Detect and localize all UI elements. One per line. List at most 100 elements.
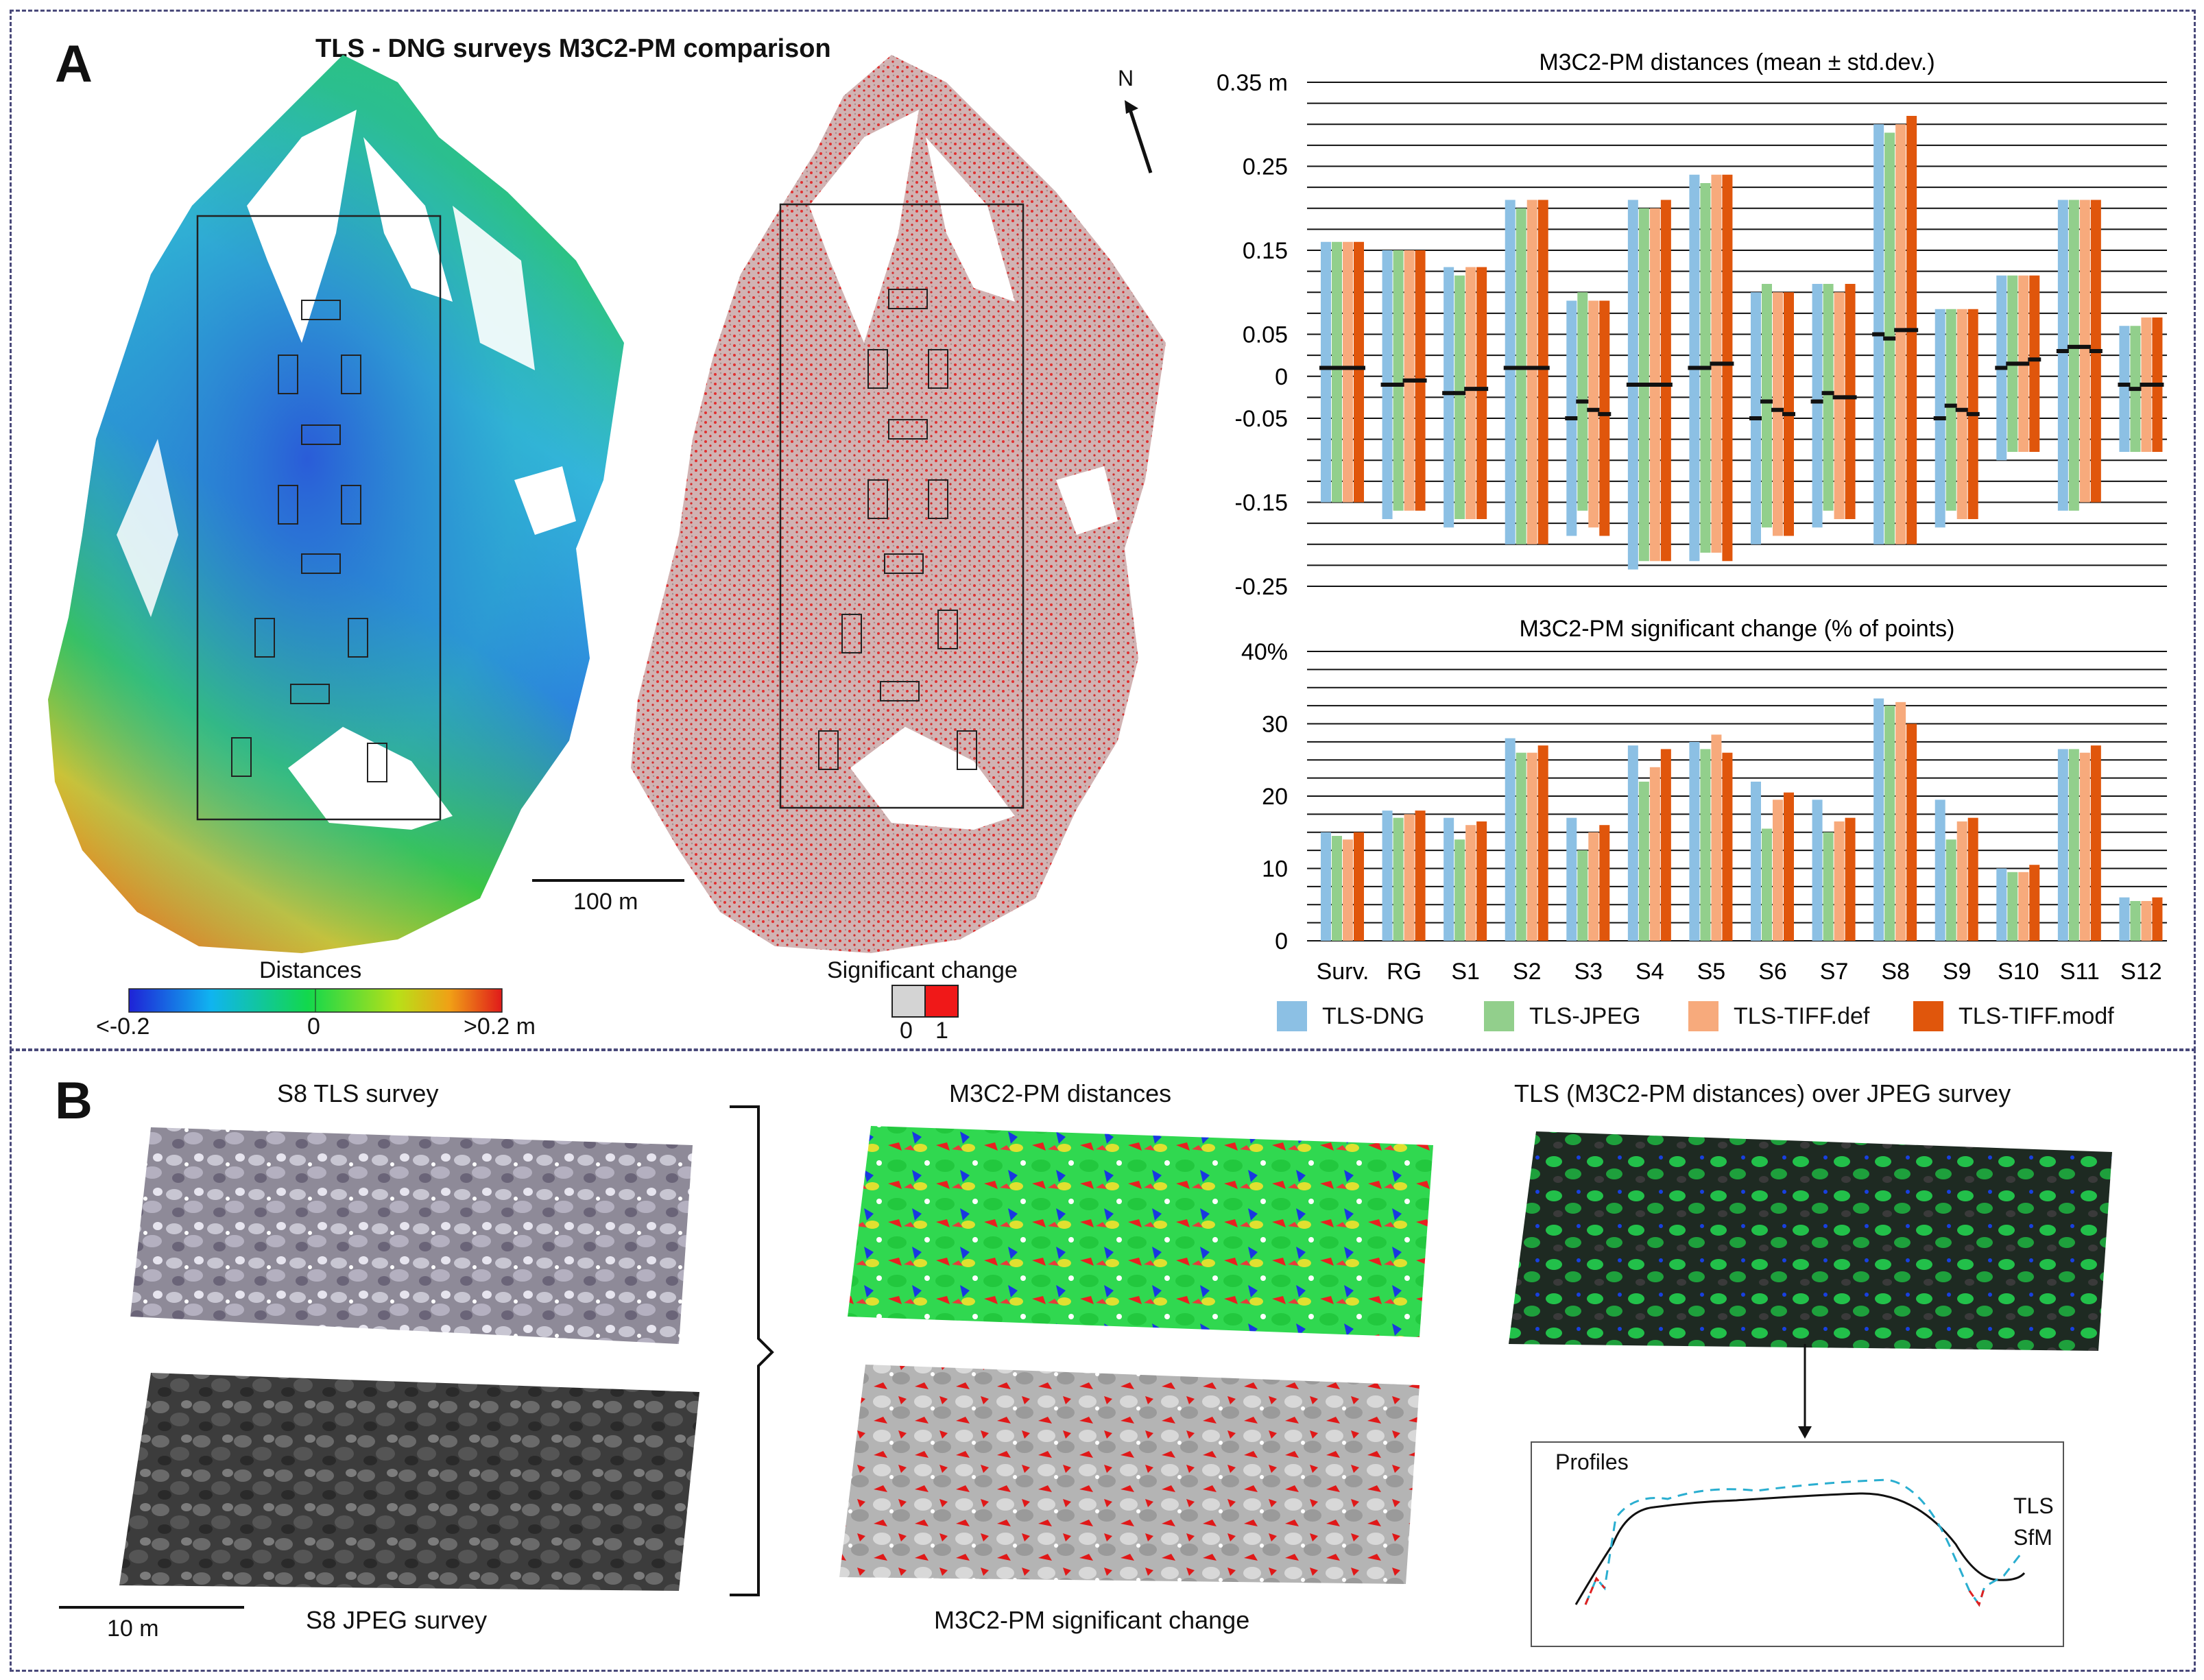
chart1-mean-marker [1760, 399, 1773, 404]
distances-colorbar [128, 988, 503, 1013]
xtick-label: S12 [2120, 959, 2162, 985]
sigchange-tick-0: 0 [900, 1018, 913, 1044]
panel-b-frame [10, 1049, 2196, 1672]
legend-tls-dng: TLS-DNG [1277, 1001, 1424, 1031]
chart1-bar-tls-tiff-modf [1722, 174, 1733, 562]
chart1-mean-marker [1565, 416, 1579, 420]
s8-tls-title: S8 TLS survey [277, 1079, 439, 1107]
legend-label-tls-jpeg: TLS-JPEG [1529, 1003, 1641, 1029]
chart1-mean-marker [1771, 407, 1784, 412]
distances-tick-min: <-0.2 [96, 1013, 150, 1040]
s8-jpeg-survey-image [119, 1373, 699, 1591]
chart1-bar-tls-jpeg [1823, 284, 1834, 511]
xtick-label: S3 [1574, 959, 1603, 985]
chart2-bar-tls-tiff-modf [1476, 821, 1487, 941]
chart1-bar-tls-tiff-modf [1599, 300, 1610, 536]
xtick-label: S4 [1636, 959, 1664, 985]
chart1-mean-marker [1475, 387, 1489, 392]
chart2-bar-tls-tiff-modf [2152, 897, 2163, 941]
chart2-title: M3C2-PM significant change (% of points) [1520, 616, 1955, 642]
distances-point-cloud [48, 55, 624, 953]
chart2-bar-tls-tiff-modf [1537, 745, 1548, 941]
chart1-bar-tls-jpeg [1516, 208, 1526, 544]
scalebar-100m [532, 879, 684, 882]
sigchange-tick-1: 1 [935, 1018, 948, 1044]
chart1-mean-marker [1659, 383, 1673, 387]
chart1-mean-marker [2006, 361, 2020, 366]
chart1-mean-marker [1995, 365, 2009, 370]
chart1-bar-tls-dng [1321, 241, 1331, 503]
chart1-mean-marker [1587, 407, 1601, 412]
profiles-inset [1531, 1441, 2064, 1647]
chart1-mean-marker [1872, 332, 1886, 337]
chart2-bar-tls-dng [1444, 817, 1454, 941]
chart1-mean-marker [1453, 391, 1467, 396]
xtick-label: S11 [2060, 959, 2100, 985]
panel-a-title: TLS - DNG surveys M3C2-PM comparison [315, 34, 831, 63]
chart1-mean-marker [1699, 365, 1712, 370]
legend-swatch-tls-dng [1277, 1001, 1307, 1031]
chart2-ytick-label: 20 [1262, 784, 1288, 810]
chart2-bar-tls-dng [1566, 817, 1577, 941]
chart2-bar-tls-tiff-def [1526, 752, 1537, 941]
chart2-bar-tls-jpeg [1454, 839, 1465, 941]
xtick-label: S8 [1881, 959, 1910, 985]
chart1-bar-tls-tiff-modf [1537, 200, 1548, 544]
chart1-bar-tls-tiff-modf [1476, 267, 1487, 519]
chart2-bar-tls-tiff-def [1343, 839, 1353, 941]
chart1-bar-tls-jpeg [1393, 250, 1404, 511]
distances-map-title: M3C2-PM distances [949, 1079, 1172, 1107]
legend-tls-tiff-modf: TLS-TIFF.modf [1913, 1001, 2114, 1031]
chart1-bar-tls-tiff-def [1465, 267, 1476, 519]
chart2-bar-tls-tiff-def [1711, 734, 1722, 941]
chart1-bar-tls-tiff-def [1956, 309, 1967, 519]
xtick-label: S10 [1998, 959, 2039, 985]
chart1-ytick-label: 0 [1275, 364, 1288, 390]
chart2-bar-tls-tiff-def [2079, 752, 2090, 941]
chart2-ytick-label: 0 [1275, 928, 1288, 955]
chart2-bar-tls-dng [1382, 811, 1393, 941]
distances-tick-zero: 0 [307, 1013, 320, 1040]
chart1-bar-tls-jpeg [1762, 284, 1772, 528]
s8-tls-survey-image [130, 1127, 693, 1344]
chart2-ytick-label: 10 [1262, 856, 1288, 883]
chart1-bar-tls-tiff-def [1588, 300, 1599, 528]
chart1-mean-marker [1626, 383, 1640, 387]
chart1-mean-marker [1810, 399, 1824, 404]
chart2-bar-tls-dng [1812, 800, 1823, 941]
scalebar-10m-label: 10 m [107, 1616, 159, 1642]
profiles-plot [1574, 1478, 2026, 1607]
chart2-bar-tls-dng [1751, 781, 1761, 941]
chart1-ytick-label: -0.25 [1235, 574, 1289, 600]
chart1-mean-marker [1514, 365, 1528, 370]
chart1-mean-marker [1782, 411, 1795, 416]
chart2-bar-tls-dng [1873, 698, 1884, 941]
chart1-mean-marker [1710, 361, 1723, 366]
chart1-bar-tls-tiff-def [2079, 200, 2090, 503]
chart1-mean-marker [1330, 365, 1343, 370]
chart1-mean-marker [1442, 391, 1456, 396]
chart1-mean-marker [1413, 378, 1427, 383]
chart1-mean-marker [1648, 383, 1662, 387]
chart2-bar-tls-jpeg [1945, 839, 1956, 941]
chart1-mean-marker [1933, 416, 1947, 420]
significant-change-map-image [839, 1365, 1420, 1584]
legend-tls-tiff-def: TLS-TIFF.def [1688, 1001, 1869, 1031]
tls-profile-line [1584, 1478, 2024, 1607]
chart2-bar-tls-dng [1627, 745, 1638, 941]
chart1-bar-tls-dng [2057, 200, 2068, 511]
legend-swatch-tls-tiff-def [1688, 1001, 1718, 1031]
scalebar-100m-label: 100 m [573, 889, 638, 915]
chart2-bar-tls-dng [1505, 738, 1516, 941]
chart2-bar-tls-tiff-modf [1722, 752, 1733, 941]
chart2-bar-tls-tiff-def [1465, 825, 1476, 941]
chart2-bar-tls-tiff-def [1956, 821, 1967, 941]
chart2-bar-tls-tiff-modf [2029, 865, 2040, 941]
chart1-mean-marker [2151, 383, 2164, 387]
chart2-bar-tls-dng [1935, 800, 1945, 941]
chart1-mean-marker [1503, 365, 1517, 370]
significant-change-map-title: M3C2-PM significant change [934, 1606, 1250, 1634]
chart1-mean-marker [1576, 399, 1590, 404]
chart2-bar-tls-tiff-def [1834, 821, 1845, 941]
